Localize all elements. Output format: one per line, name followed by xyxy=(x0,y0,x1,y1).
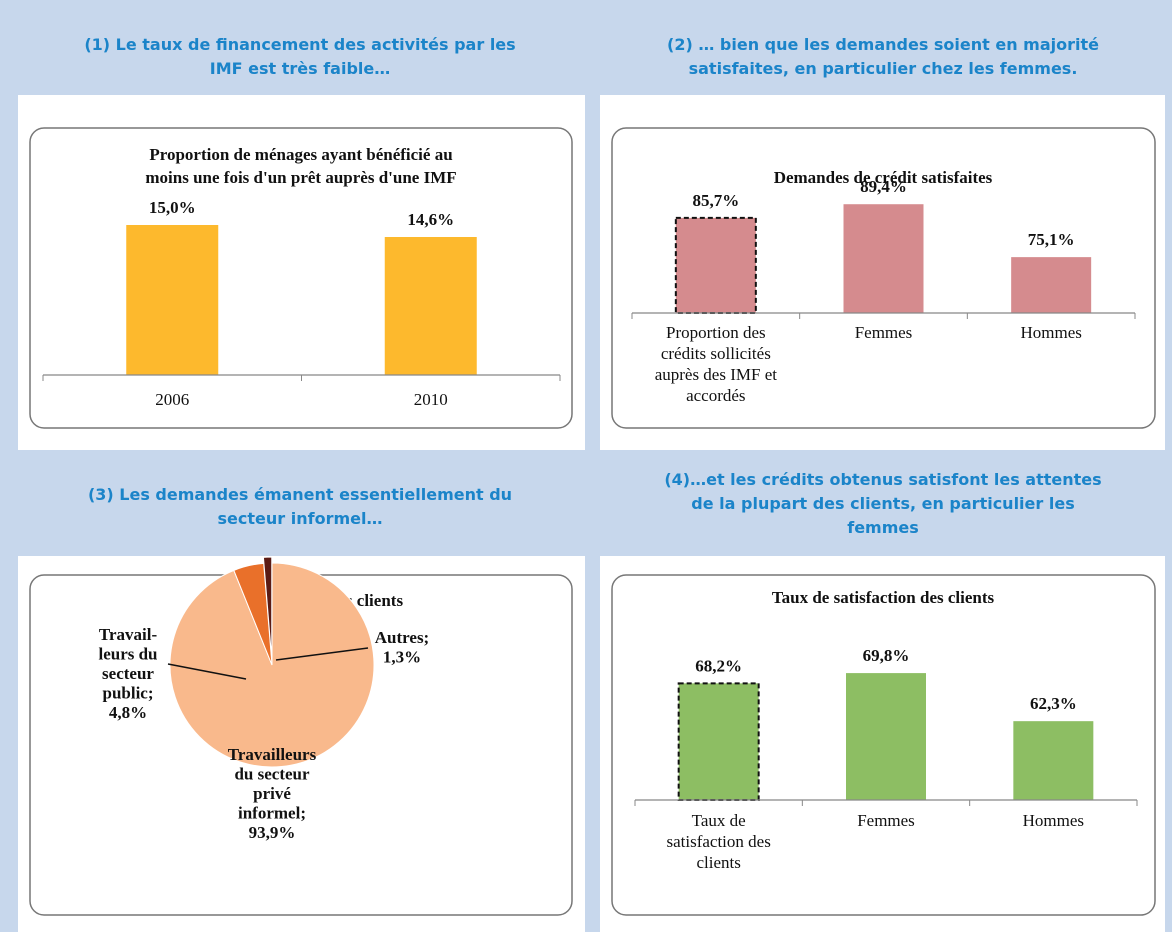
bar xyxy=(1011,257,1092,313)
data-label: Autres; 1,3% xyxy=(375,628,429,667)
leader-line xyxy=(275,647,369,661)
chart-title: Proportion de ménages ayant bénéficié au… xyxy=(145,145,456,187)
data-label: Travail-leurs du secteur public; 4,8% xyxy=(98,625,157,722)
pie-slice xyxy=(262,556,273,660)
data-label: 75,1% xyxy=(1028,230,1075,249)
x-tick-label: Femmes xyxy=(857,811,915,830)
bar xyxy=(843,204,924,313)
bar xyxy=(1013,721,1094,800)
data-label: 62,3% xyxy=(1030,694,1077,713)
panel-heading: (3) Les demandes émanent essentiellement… xyxy=(88,485,512,528)
data-label: 69,8% xyxy=(863,646,910,665)
x-tick-label: Taux de satisfaction des clients xyxy=(666,811,770,872)
leader-line xyxy=(167,663,247,680)
x-tick-label: Hommes xyxy=(1023,811,1084,830)
data-label: 15,0% xyxy=(149,198,196,217)
x-tick-label: Hommes xyxy=(1020,323,1081,342)
panel-heading: (1) Le taux de financement des activités… xyxy=(84,35,515,78)
chart-title: Demandes de crédit satisfaites xyxy=(774,168,993,187)
x-tick-label: Proportion des crédits sollicités auprès d… xyxy=(655,323,778,405)
bar xyxy=(674,216,757,314)
panel-heading: (2) … bien que les demandes soient en ma… xyxy=(667,35,1099,78)
chart-title: Taux de satisfaction des clients xyxy=(772,588,995,607)
data-label: Travailleurs du secteur privé informel; 93,9… xyxy=(228,745,317,842)
bar xyxy=(384,237,477,375)
x-tick-label: Femmes xyxy=(855,323,913,342)
panel-heading: (4)…et les crédits obtenus satisfont les… xyxy=(664,470,1101,537)
bar xyxy=(677,682,760,802)
bar xyxy=(126,225,219,375)
data-label: 89,4% xyxy=(860,177,907,196)
data-label: 85,7% xyxy=(692,191,739,210)
bar xyxy=(846,673,926,800)
x-tick-label: 2010 xyxy=(414,390,448,409)
data-label: 68,2% xyxy=(695,656,742,675)
data-label: 14,6% xyxy=(407,210,454,229)
x-tick-label: 2006 xyxy=(155,390,189,409)
